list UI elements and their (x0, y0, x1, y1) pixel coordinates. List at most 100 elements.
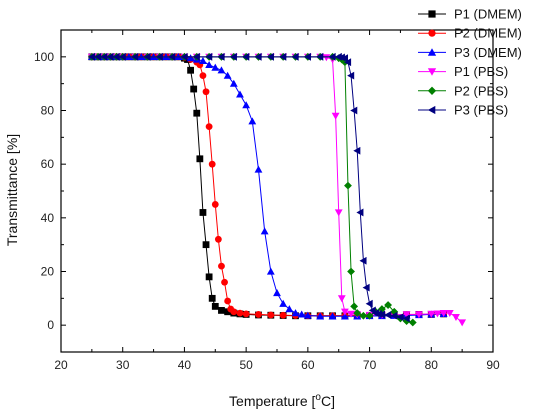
data-point (229, 52, 237, 61)
data-point (316, 312, 325, 320)
data-point (143, 52, 151, 61)
data-point (331, 112, 340, 120)
data-point (205, 123, 213, 130)
data-point (236, 309, 244, 317)
legend-label: P2 (PBS) (454, 83, 508, 98)
data-point (230, 308, 238, 316)
legend-marker (427, 105, 436, 115)
data-point (242, 52, 250, 61)
data-point (365, 299, 373, 308)
data-point (340, 308, 349, 316)
data-point (353, 146, 361, 155)
data-point (236, 90, 244, 98)
data-point (190, 85, 198, 93)
data-point (344, 181, 352, 190)
series-1 (88, 53, 448, 320)
data-point (384, 301, 392, 309)
data-point (445, 309, 454, 318)
series-layer (87, 52, 467, 327)
data-point (337, 295, 346, 303)
data-point (390, 307, 399, 316)
data-point (291, 309, 300, 317)
data-point (353, 309, 362, 318)
series-line (91, 56, 463, 323)
data-point (118, 52, 126, 61)
data-point (218, 307, 225, 314)
legend-marker (428, 29, 436, 37)
data-point (202, 241, 210, 249)
data-point (279, 52, 287, 61)
series-line (91, 56, 413, 323)
data-point (402, 314, 410, 323)
series-3 (87, 52, 448, 320)
data-point (378, 310, 386, 319)
legend-marker (427, 68, 437, 76)
data-point (255, 311, 262, 318)
data-point (214, 235, 222, 243)
y-tick-label: 20 (41, 265, 55, 279)
plot-frame (60, 29, 494, 353)
data-point (291, 52, 299, 61)
data-point (131, 52, 139, 61)
legend-label: P3 (DMEM) (454, 45, 522, 60)
y-tick-label: 80 (41, 104, 55, 118)
legend-label: P2 (DMEM) (454, 26, 522, 41)
data-point (322, 54, 331, 62)
data-point (208, 294, 216, 302)
series-line (91, 56, 407, 319)
data-point (224, 297, 232, 305)
x-tick-label: 90 (486, 358, 500, 372)
data-point (350, 302, 359, 311)
data-point (217, 52, 225, 61)
data-point (205, 273, 213, 281)
data-point (279, 311, 287, 319)
series-line (91, 56, 444, 317)
data-point (106, 52, 114, 61)
data-point (350, 106, 358, 115)
data-point (328, 52, 336, 61)
legend-marker (428, 10, 436, 18)
x-tick-label: 80 (425, 358, 439, 372)
data-point (303, 311, 312, 319)
data-point (362, 283, 370, 292)
data-point (205, 60, 214, 69)
data-point (273, 289, 281, 297)
data-point (344, 58, 352, 67)
data-point (155, 52, 163, 61)
data-point (202, 88, 210, 96)
legend: P1 (DMEM) P2 (DMEM) P3 (DMEM) P1 (PBS) P2 (P… (418, 7, 522, 118)
data-point (347, 310, 355, 318)
data-point (328, 312, 337, 320)
series-line (91, 56, 444, 317)
y-axis-label: Transmittance [%] (4, 134, 20, 246)
data-point (223, 71, 232, 79)
data-point (266, 52, 274, 61)
data-point (199, 56, 207, 64)
data-point (427, 310, 436, 318)
y-axis-ticks: 0 20 40 60 80 100 (34, 29, 493, 353)
data-point (334, 209, 343, 217)
data-point (279, 299, 288, 307)
data-point (196, 155, 204, 163)
data-point (205, 52, 213, 61)
data-point (229, 79, 238, 87)
data-point (221, 278, 228, 286)
data-point (187, 66, 194, 74)
data-point (199, 209, 207, 216)
legend-marker (427, 48, 437, 56)
legend-label: P3 (PBS) (454, 103, 508, 118)
legend-item: P3 (DMEM) (418, 45, 522, 60)
x-axis-label-superscript: o (315, 392, 321, 403)
legend-item: P2 (PBS) (418, 83, 508, 98)
legend-item: P1 (DMEM) (418, 7, 522, 22)
data-point (254, 165, 263, 173)
data-point (297, 310, 306, 318)
data-point (260, 227, 269, 235)
data-point (186, 54, 195, 62)
data-point (94, 52, 102, 61)
x-axis-label-main: Temperature [ (229, 393, 315, 409)
data-point (112, 52, 120, 61)
data-point (347, 267, 355, 276)
data-point (168, 52, 176, 61)
